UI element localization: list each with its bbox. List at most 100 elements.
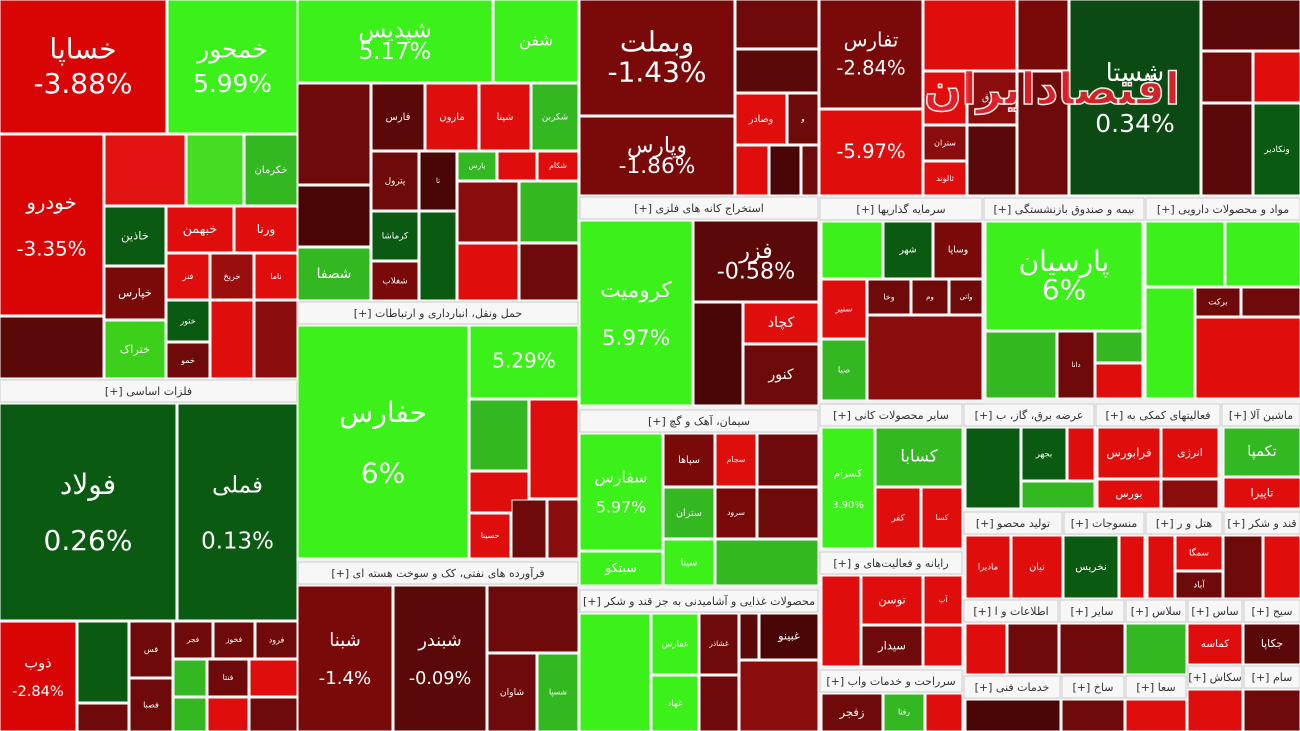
tile: [699, 613, 739, 675]
group-title[interactable]: منسوجات [+]: [1071, 517, 1138, 530]
group-title[interactable]: محصولات غذایی و آشامیدنی به جز قند و شکر…: [583, 594, 815, 608]
group-header[interactable]: [297, 301, 579, 325]
tile-value: 0.13%: [201, 529, 274, 555]
tile: [735, 49, 819, 93]
group-title[interactable]: ماشین آلا [+]: [1229, 408, 1293, 422]
group-title[interactable]: سرراحت و خدمات واب [+]: [826, 675, 955, 688]
tile: [739, 660, 819, 731]
group-header[interactable]: [579, 589, 819, 613]
tile: [1201, 0, 1300, 51]
group-title[interactable]: تولید محصو [+]: [976, 517, 1050, 530]
tile: [821, 427, 875, 549]
group-title[interactable]: فلزات اساسی [+]: [105, 385, 192, 398]
group-title[interactable]: عرضه برق، گاز، ب [+]: [975, 409, 1084, 422]
group-header[interactable]: [1125, 599, 1187, 623]
tile: [1161, 479, 1219, 509]
group-title[interactable]: سیمان، آهک و گچ [+]: [648, 414, 750, 428]
tile: [1145, 221, 1225, 287]
group-title[interactable]: هتل و ر [+]: [1156, 517, 1213, 530]
tile-label: فارس: [386, 112, 411, 123]
tile-label: سیدار: [877, 639, 906, 654]
group-header[interactable]: [1095, 403, 1221, 427]
group-header[interactable]: [1063, 511, 1145, 535]
group-title[interactable]: سلاس [+]: [1131, 605, 1182, 618]
group-header[interactable]: [297, 561, 579, 585]
tile-label: تا: [436, 177, 440, 185]
tile-label: بجهر: [1035, 450, 1052, 460]
tile: [579, 613, 651, 731]
group-title[interactable]: فرآورده های نفتی، کک و سوخت هسته ای [+]: [331, 566, 544, 580]
group-title[interactable]: سرمایه گذاریها [+]: [856, 203, 945, 216]
group-header[interactable]: [1145, 197, 1300, 221]
group-title[interactable]: سکاش [+]: [1188, 671, 1241, 684]
group-header[interactable]: [1221, 403, 1300, 427]
group-title[interactable]: سام [+]: [1252, 671, 1293, 684]
group-header[interactable]: [1243, 665, 1300, 689]
tile: [1161, 427, 1219, 479]
tile: [419, 211, 457, 301]
group-header[interactable]: [1125, 675, 1187, 699]
tile-label: تاپیرا: [1251, 486, 1274, 501]
tile-label: رفتا: [898, 708, 910, 717]
group-title[interactable]: مواد و محصولات دارویی [+]: [1157, 203, 1289, 216]
group-header[interactable]: [1145, 511, 1223, 535]
tile: [167, 0, 298, 134]
tile: [0, 0, 167, 134]
group-header[interactable]: [983, 197, 1145, 221]
tile: [371, 261, 419, 301]
tile-label: شپنا: [497, 112, 514, 123]
tile: [663, 433, 715, 487]
group-header[interactable]: [1187, 599, 1243, 623]
tile-label: غفارس: [662, 640, 689, 650]
tile: [297, 185, 371, 247]
group-title[interactable]: قند و شکر [+]: [1227, 517, 1296, 530]
group-title[interactable]: سایر [+]: [1071, 605, 1114, 618]
group-title[interactable]: بیمه و صندوق بازنشستگی [+]: [994, 203, 1135, 216]
tile-label: وصادر: [748, 114, 774, 125]
group-title[interactable]: رایانه و فعالیت‌های و [+]: [833, 557, 948, 570]
group-title[interactable]: ساس [+]: [1191, 605, 1238, 618]
group-header[interactable]: [819, 197, 983, 221]
tile: [579, 0, 735, 116]
tile: [1017, 71, 1069, 196]
group-title[interactable]: فعالیتهای کمکی به [+]: [1105, 409, 1210, 422]
group-title[interactable]: حمل ونقل، انبارداری و ارتباطات [+]: [354, 307, 522, 320]
tile-label: شبندر: [417, 631, 461, 651]
tile: [104, 206, 166, 266]
tile: [519, 243, 579, 301]
tile-label: خبهمن: [183, 221, 218, 237]
group-header[interactable]: [1243, 599, 1300, 623]
tile-label: فخوز: [225, 635, 243, 644]
tile-label: ناما: [270, 271, 282, 281]
group-header[interactable]: [819, 551, 963, 575]
group-header[interactable]: [1061, 675, 1125, 699]
group-header[interactable]: [0, 379, 298, 403]
group-header[interactable]: [963, 599, 1059, 623]
group-title[interactable]: استخراج کانه های فلزی [+]: [634, 202, 764, 215]
group-header[interactable]: [819, 669, 963, 693]
group-title[interactable]: سیح [+]: [1252, 605, 1293, 618]
group-header[interactable]: [579, 409, 819, 433]
group-header[interactable]: [963, 675, 1061, 699]
group-title[interactable]: سعا [+]: [1136, 681, 1175, 694]
group-header[interactable]: [819, 403, 963, 427]
tile: [739, 613, 759, 660]
group-header[interactable]: [963, 511, 1063, 535]
tile: [735, 93, 787, 145]
group-header[interactable]: [1187, 665, 1243, 689]
tile: [1007, 623, 1059, 675]
group-title[interactable]: ساخ [+]: [1073, 681, 1114, 694]
group-header[interactable]: [579, 196, 819, 220]
group-header[interactable]: [1059, 599, 1125, 623]
group-title[interactable]: سایر محصولات کانی [+]: [833, 409, 949, 422]
tile-label: حفارس: [339, 396, 427, 429]
tile: [923, 125, 967, 161]
group-header[interactable]: [1223, 511, 1300, 535]
tile: [1067, 427, 1095, 481]
tile-label: غشاذر: [708, 639, 729, 648]
group-header[interactable]: [963, 403, 1095, 427]
tile: [0, 403, 177, 621]
group-title[interactable]: اطلاعات و ا [+]: [973, 605, 1048, 618]
tile: [457, 151, 497, 181]
group-title[interactable]: خدمات فنی [+]: [975, 681, 1050, 694]
